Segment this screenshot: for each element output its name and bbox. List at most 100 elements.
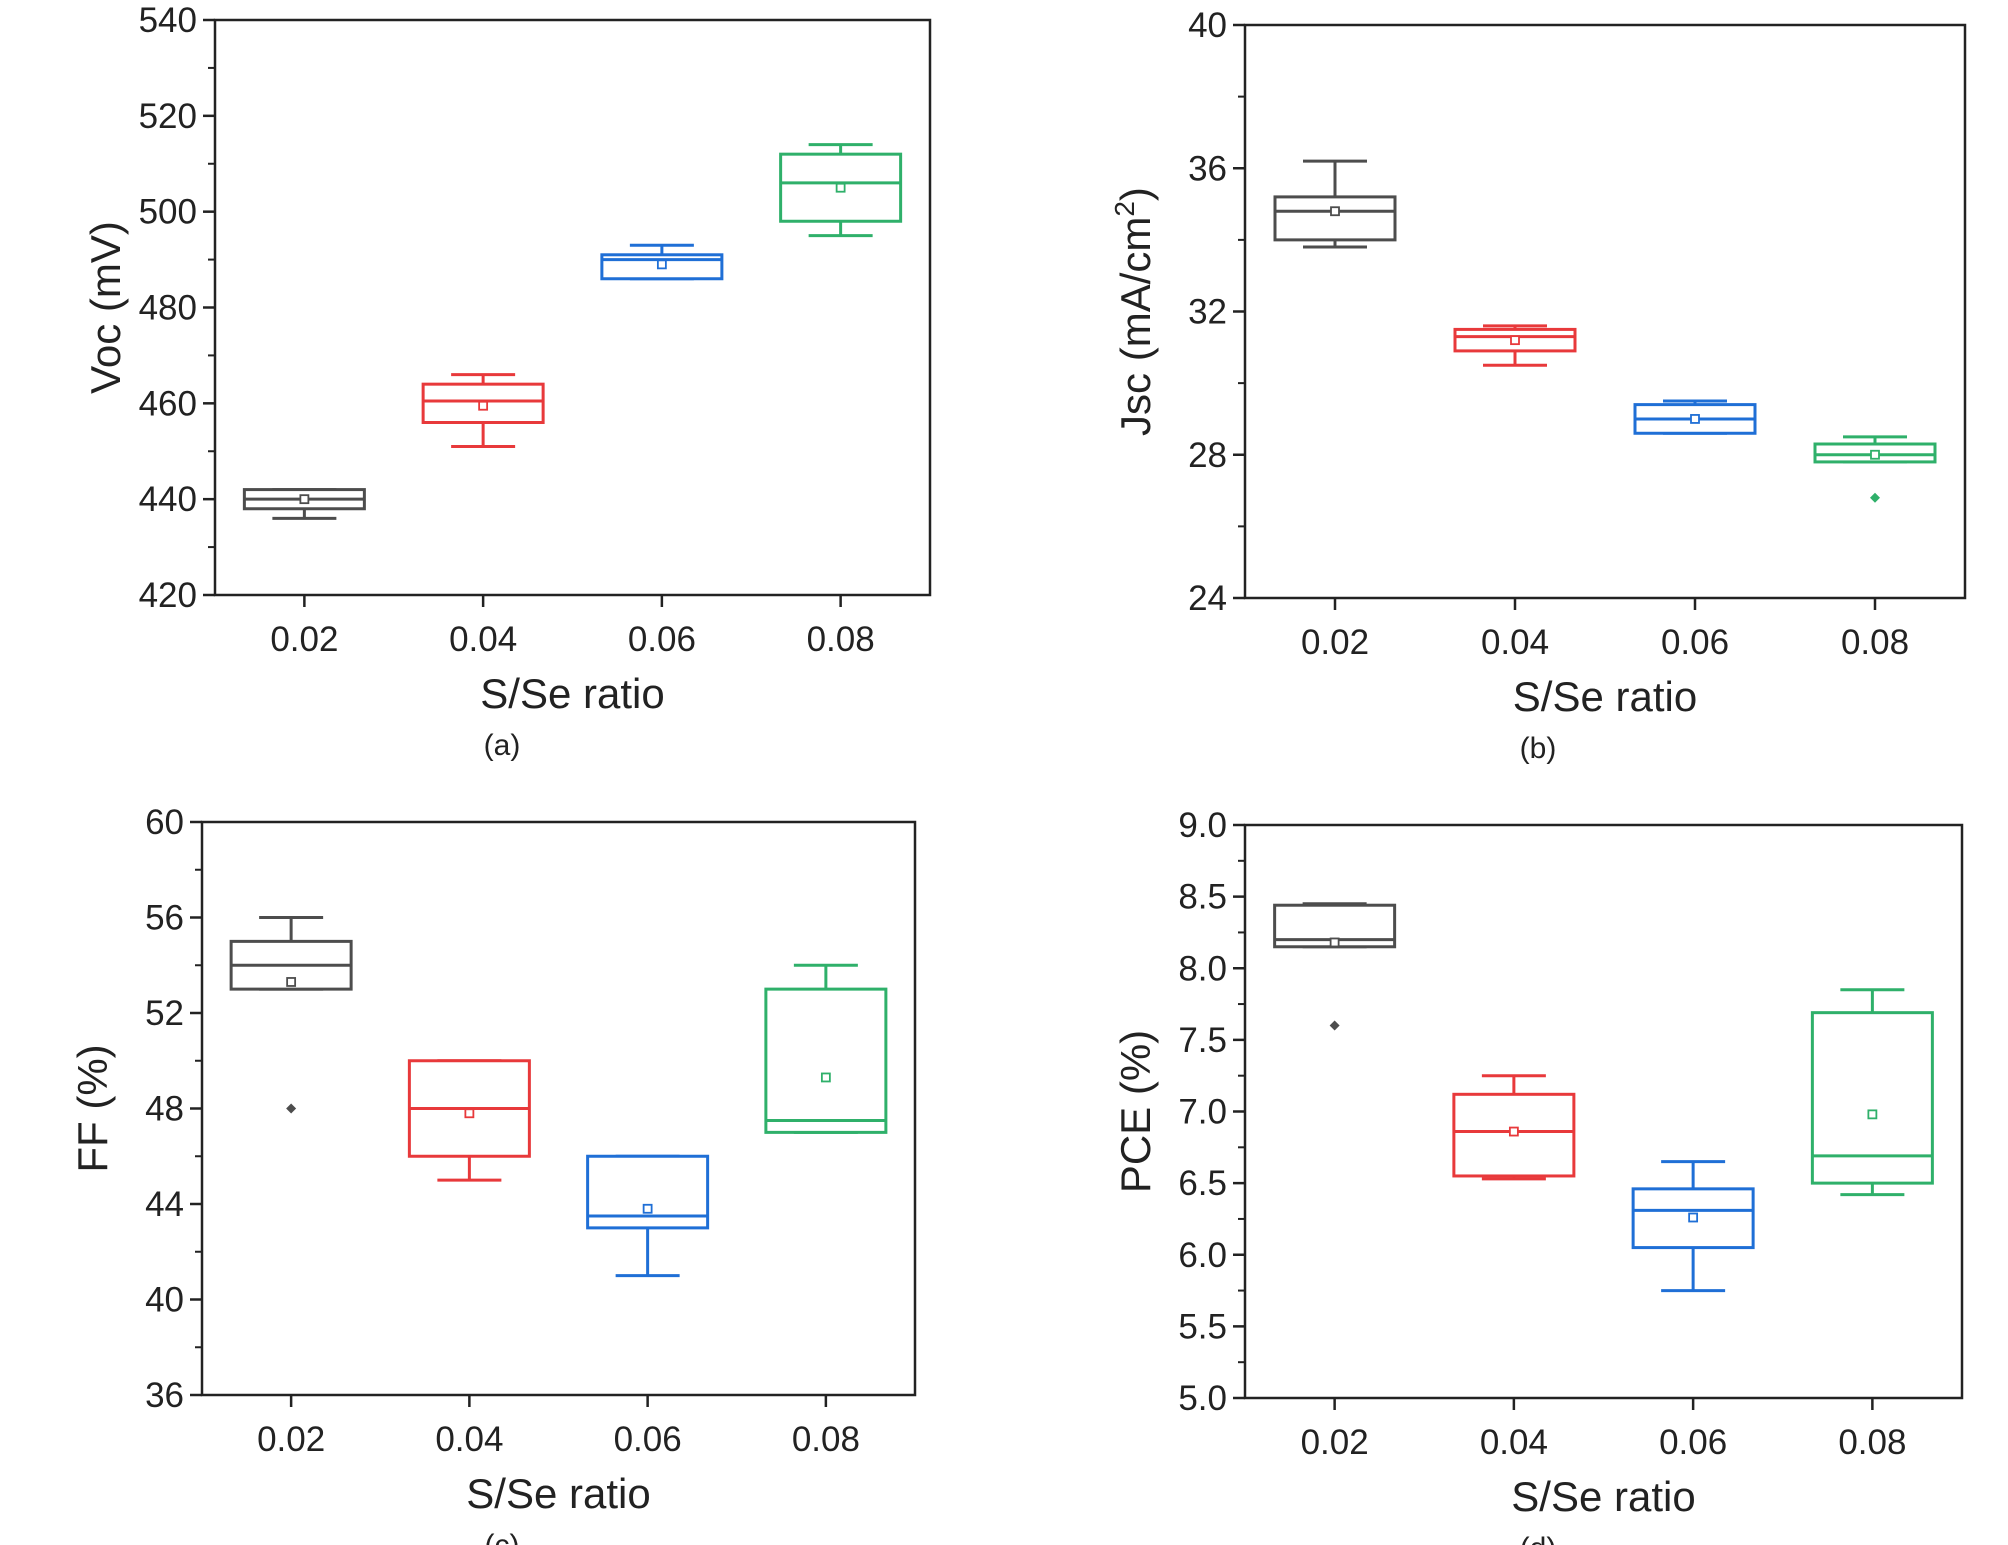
box-0.06 [1633, 399, 1757, 435]
y-tick-label: 460 [139, 384, 197, 423]
box-iqr [1631, 1187, 1755, 1250]
box-0.02 [229, 916, 353, 1114]
mean-marker [286, 977, 297, 987]
box-iqr [1273, 195, 1397, 242]
mean-marker [1688, 1212, 1699, 1223]
mean-marker [1508, 1126, 1519, 1137]
y-tick-label: 7.0 [1178, 1093, 1227, 1132]
y-tick-label: 28 [1188, 436, 1227, 475]
y-axis-title: Voc (mV) [82, 221, 129, 394]
x-axis-title: S/Se ratio [1513, 673, 1697, 720]
y-axis-title-text: Jsc (mA/cm [1112, 217, 1159, 436]
mean-marker [1870, 449, 1880, 460]
y-tick-label: 24 [1188, 579, 1227, 618]
mean-marker [1330, 206, 1340, 217]
y-axis-title: PCE (%) [1112, 1030, 1159, 1193]
box-0.08 [1813, 435, 1937, 503]
x-tick-label: 0.02 [1301, 623, 1369, 662]
box-iqr [764, 987, 888, 1134]
box-0.04 [1453, 324, 1577, 367]
x-tick-label: 0.04 [1480, 1423, 1548, 1462]
mean-marker [464, 1108, 475, 1119]
plot-frame [1243, 23, 1967, 600]
y-tick-label: 480 [139, 289, 197, 328]
x-tick-label: 0.04 [449, 620, 517, 659]
panel-caption: (a) [484, 729, 521, 762]
x-tick-label: 0.04 [1481, 623, 1549, 662]
y-tick-label: 6.5 [1178, 1164, 1227, 1203]
y-tick-label: 420 [139, 576, 197, 615]
box-0.06 [586, 1154, 710, 1278]
x-tick-label: 0.02 [257, 1420, 325, 1459]
box-0.06 [600, 243, 724, 281]
box-0.06 [1631, 1160, 1755, 1293]
y-tick-label: 60 [145, 803, 184, 842]
y-tick-label: 36 [1188, 149, 1227, 188]
box-0.08 [779, 143, 903, 238]
y-axis-title: Jsc (mA/cm2) [1109, 187, 1159, 436]
y-tick-label: 48 [145, 1090, 184, 1129]
mean-marker [299, 494, 310, 505]
box-0.02 [242, 488, 366, 520]
mean-marker [642, 1203, 653, 1214]
y-tick-label: 36 [145, 1376, 184, 1415]
box-0.04 [421, 373, 545, 448]
mean-marker [1867, 1109, 1878, 1120]
y-tick-label: 500 [139, 193, 197, 232]
x-axis-title: S/Se ratio [466, 1470, 650, 1517]
y-tick-label: 520 [139, 97, 197, 136]
outlier-point [1329, 1020, 1340, 1031]
x-tick-label: 0.06 [1659, 1423, 1727, 1462]
y-tick-label: 5.0 [1178, 1379, 1227, 1418]
box-0.02 [1273, 159, 1397, 249]
y-tick-label: 52 [145, 994, 184, 1033]
y-tick-label: 56 [145, 899, 184, 938]
y-tick-label: 32 [1188, 293, 1227, 332]
x-axis-title: S/Se ratio [1511, 1473, 1695, 1520]
x-tick-label: 0.02 [270, 620, 338, 659]
mean-marker [656, 259, 667, 270]
box-0.08 [764, 963, 888, 1134]
panel-caption: (d) [1520, 1532, 1557, 1545]
y-axis-title-text: Voc (mV) [82, 221, 129, 394]
mean-marker [1510, 335, 1520, 346]
x-tick-label: 0.02 [1301, 1423, 1369, 1462]
y-axis-title-superscript: 2 [1109, 201, 1140, 217]
x-tick-label: 0.08 [792, 1420, 860, 1459]
chart-a: 420 440 460 480 500 520 540 0.02 0.04 0.06 0.08 S/S… [82, 1, 932, 762]
y-tick-label: 6.0 [1178, 1236, 1227, 1275]
chart-b: 24 28 32 36 40 0.02 0.04 0.06 0.08 S/Se ratio Jsc … [1109, 6, 1967, 765]
mean-marker [478, 400, 489, 411]
y-axis-title-text: FF (%) [69, 1044, 116, 1172]
chart-d: 5.0 5.5 6.0 6.5 7.0 7.5 8.0 8.5 9.0 0.02 0.04 0.06 0… [1112, 806, 1964, 1545]
y-tick-label: 9.0 [1178, 806, 1227, 845]
box-0.04 [407, 1059, 531, 1182]
chart-c: 36 40 44 48 52 56 60 0.02 0.04 0.06 0.08 S/Se ratio… [69, 803, 917, 1545]
x-tick-label: 0.06 [614, 1420, 682, 1459]
panel-caption: (b) [1520, 732, 1557, 765]
y-tick-label: 540 [139, 1, 197, 40]
y-tick-label: 8.0 [1178, 949, 1227, 988]
x-tick-label: 0.08 [1838, 1423, 1906, 1462]
y-tick-label: 40 [145, 1281, 184, 1320]
x-tick-label: 0.06 [628, 620, 696, 659]
y-tick-label: 8.5 [1178, 878, 1227, 917]
outlier-point [286, 1103, 297, 1114]
y-tick-label: 40 [1188, 6, 1227, 45]
mean-marker [835, 182, 846, 193]
box-iqr [1810, 1011, 1934, 1185]
y-tick-label: 5.5 [1178, 1307, 1227, 1346]
mean-marker [1329, 937, 1340, 948]
x-tick-label: 0.08 [807, 620, 875, 659]
outlier-point [1870, 492, 1880, 503]
mean-marker [1690, 414, 1700, 424]
x-axis-title: S/Se ratio [480, 670, 664, 717]
y-axis-title: FF (%) [69, 1044, 116, 1172]
y-axis-title-text: PCE (%) [1112, 1030, 1159, 1193]
box-0.08 [1810, 988, 1934, 1197]
y-tick-label: 440 [139, 480, 197, 519]
y-tick-label: 7.5 [1178, 1021, 1227, 1060]
x-tick-label: 0.06 [1661, 623, 1729, 662]
y-tick-label: 44 [145, 1185, 184, 1224]
